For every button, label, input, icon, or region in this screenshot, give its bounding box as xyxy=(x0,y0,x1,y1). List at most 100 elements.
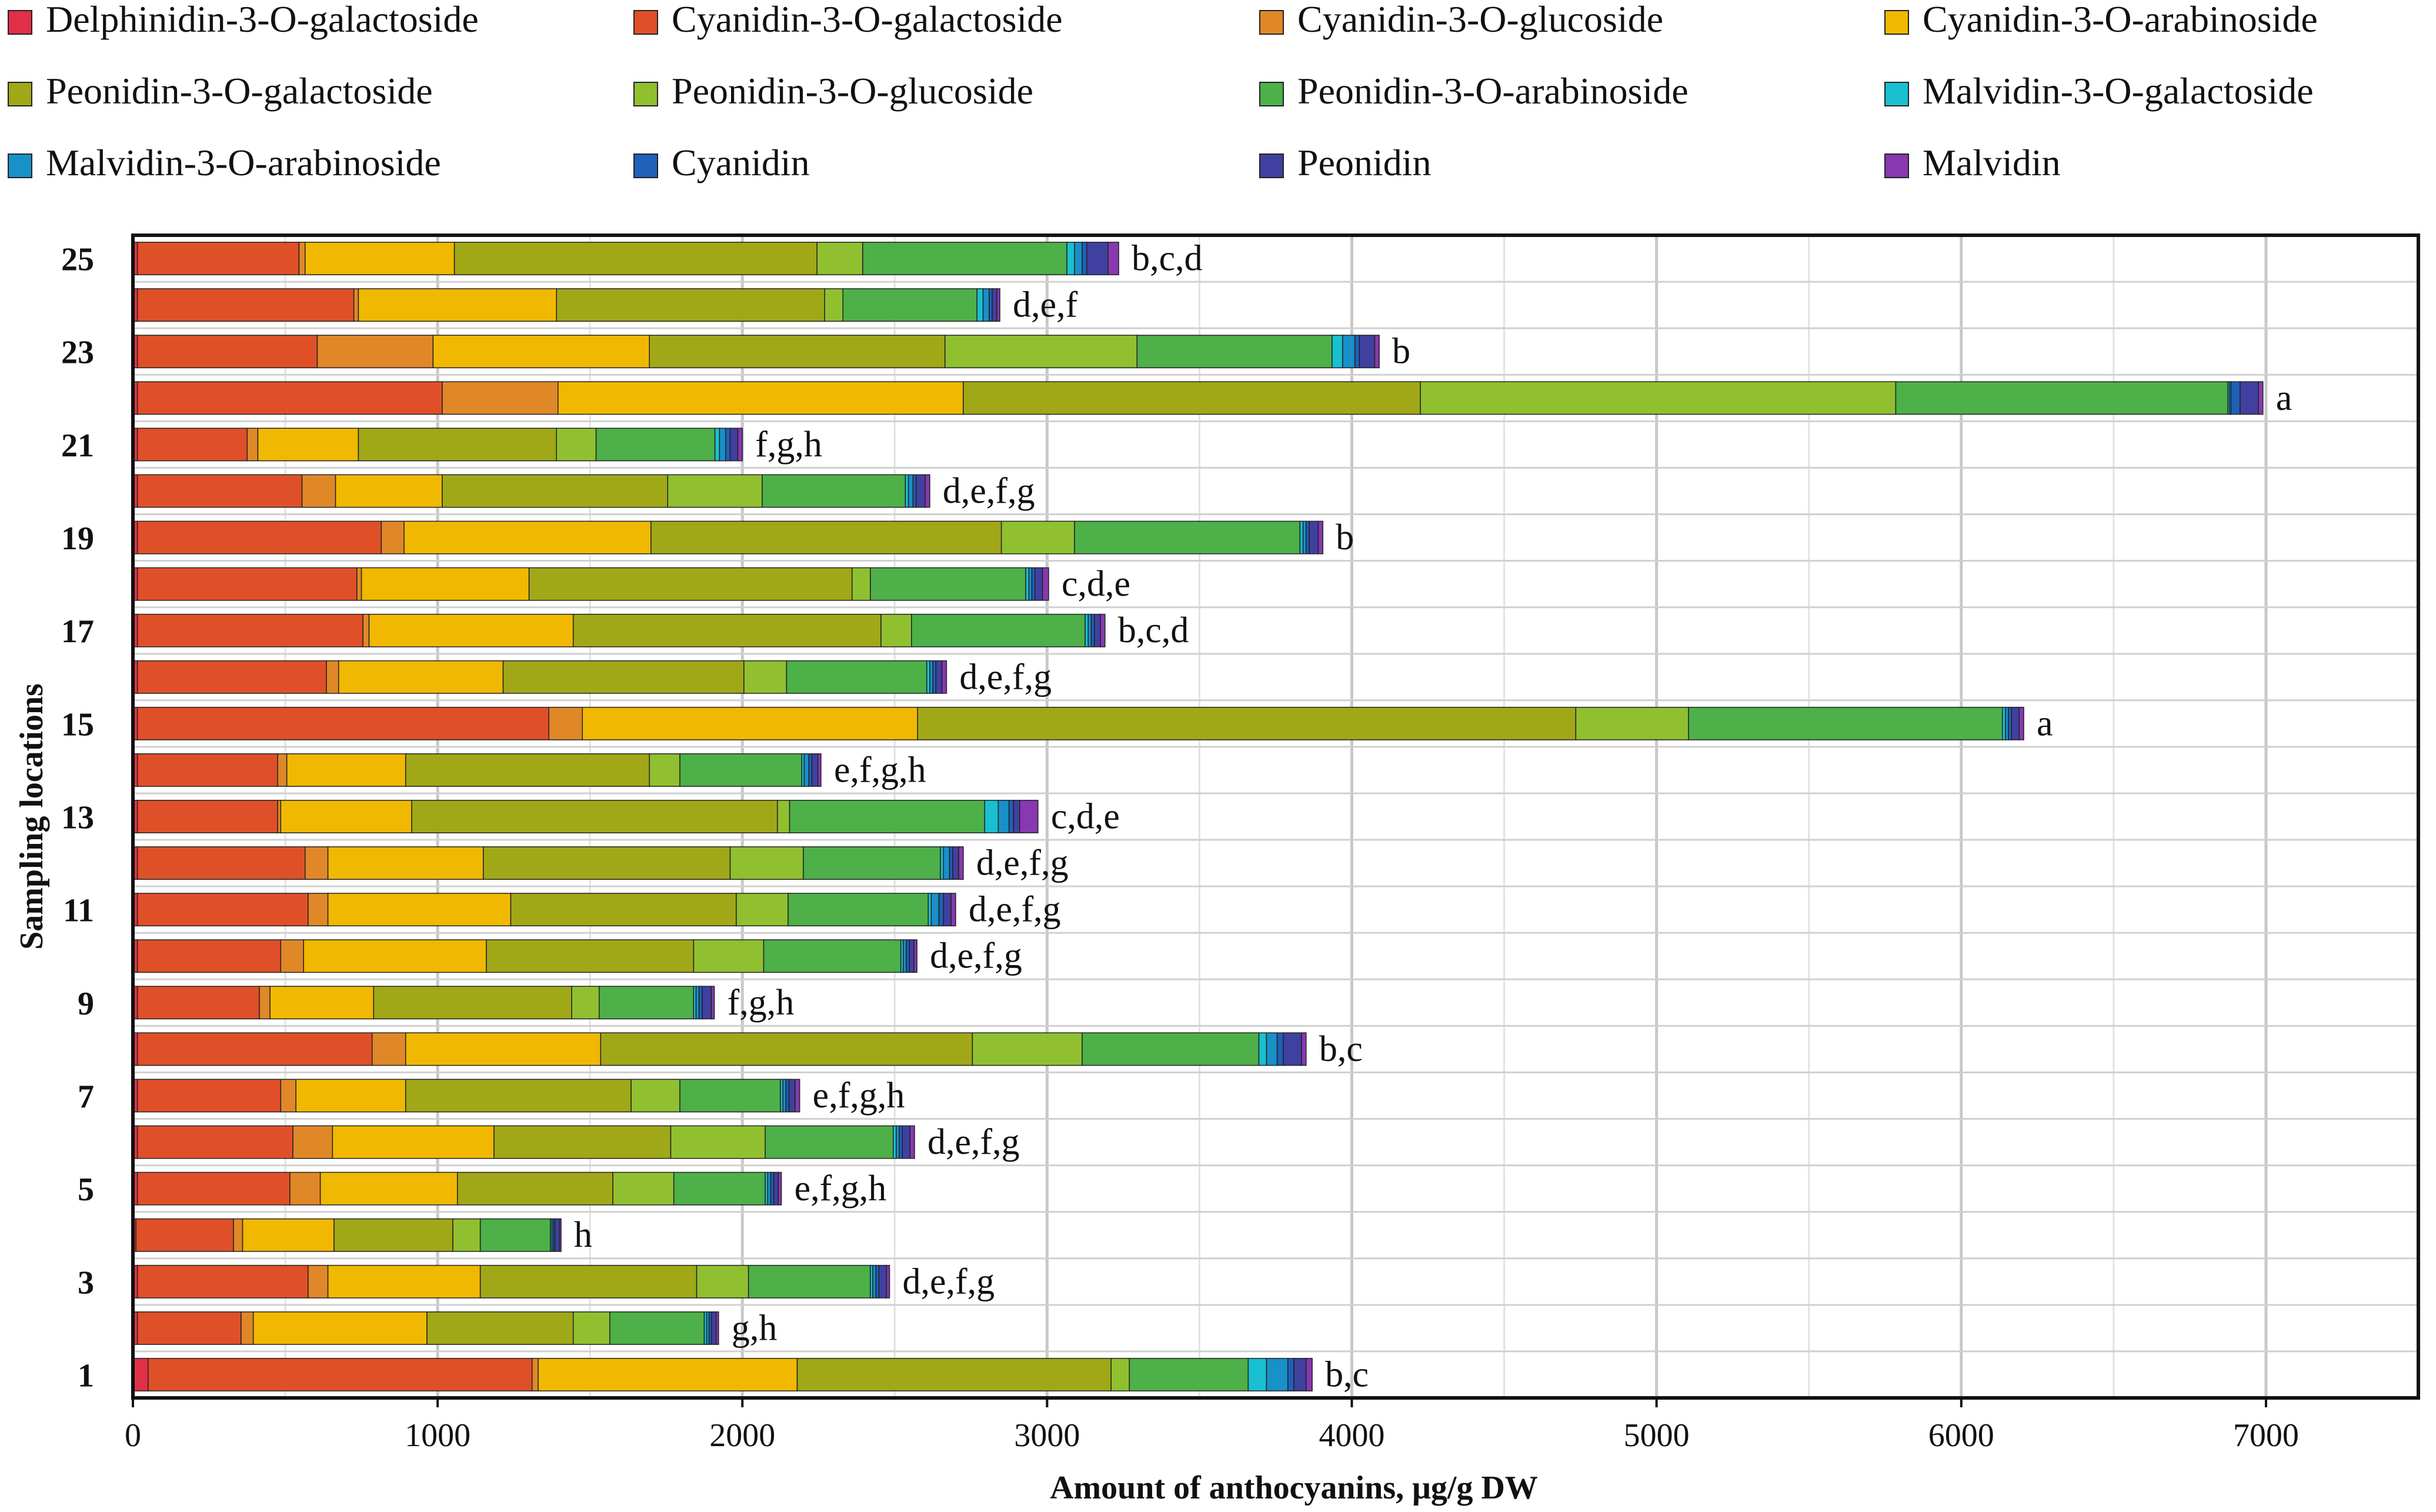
significance-label-loc-5: e,f,g,h xyxy=(795,1169,887,1209)
x-axis-ticks: 0 1000 2000 3000 4000 5000 6000 7000 xyxy=(125,1398,2299,1454)
segment-cyanidin-3-o-glucoside-loc-22 xyxy=(442,381,559,415)
segment-cyanidin-3-o-galactoside-loc-22 xyxy=(137,381,443,415)
segment-peonidin-3-o-galactoside-loc-22 xyxy=(963,381,1421,415)
segment-peonidin-loc-13 xyxy=(1013,800,1020,833)
segment-peonidin-3-o-galactoside-loc-23 xyxy=(649,335,946,369)
legend-item-cyanidin: Cyanidin xyxy=(633,142,810,183)
segment-malvidin-3-o-arabinoside-loc-16 xyxy=(929,660,933,694)
segment-malvidin-3-o-galactoside-loc-20 xyxy=(905,474,909,508)
segment-malvidin-3-o-arabinoside-loc-1 xyxy=(1266,1358,1289,1391)
segment-malvidin-3-o-arabinoside-loc-9 xyxy=(695,986,700,1020)
segment-cyanidin-3-o-galactoside-loc-4 xyxy=(135,1218,234,1252)
segment-peonidin-3-o-galactoside-loc-16 xyxy=(502,660,745,694)
segment-cyanidin-3-o-galactoside-loc-25 xyxy=(137,242,300,275)
segment-malvidin-loc-24 xyxy=(996,288,1000,322)
segment-peonidin-3-o-galactoside-loc-2 xyxy=(426,1311,574,1345)
segment-cyanidin-3-o-galactoside-loc-10 xyxy=(137,939,282,973)
significance-label-loc-17: b,c,d xyxy=(1118,610,1189,650)
segment-cyanidin-3-o-arabinoside-loc-17 xyxy=(368,613,574,647)
segment-cyanidin-loc-21 xyxy=(725,428,731,462)
bar-location-24 xyxy=(132,288,1000,322)
bar-location-4 xyxy=(132,1218,562,1252)
segment-peonidin-loc-5 xyxy=(773,1171,779,1206)
significance-label-loc-18: c,d,e xyxy=(1062,564,1130,604)
segment-peonidin-3-o-glucoside-loc-11 xyxy=(736,893,789,927)
segment-cyanidin-loc-19 xyxy=(1306,520,1310,555)
segment-cyanidin-3-o-galactoside-loc-11 xyxy=(137,893,309,927)
segment-peonidin-3-o-galactoside-loc-12 xyxy=(483,846,731,880)
legend-label: Cyanidin-3-O-galactoside xyxy=(672,0,1063,40)
significance-label-loc-19: b xyxy=(1336,518,1354,558)
segment-peonidin-3-o-glucoside-loc-18 xyxy=(852,567,871,601)
segment-malvidin-3-o-galactoside-loc-16 xyxy=(926,660,930,694)
segment-cyanidin-loc-11 xyxy=(938,893,944,927)
segment-cyanidin-3-o-galactoside-loc-20 xyxy=(137,474,303,508)
segment-cyanidin-3-o-arabinoside-loc-14 xyxy=(286,753,406,787)
segment-peonidin-3-o-arabinoside-loc-20 xyxy=(762,474,906,508)
segment-cyanidin-loc-17 xyxy=(1090,613,1095,647)
significance-labels: b,c g,h d,e,f,g h e,f,g,h d,e,f,g e,f,g,h b,c f,… xyxy=(574,239,2292,1395)
segment-malvidin-3-o-arabinoside-loc-3 xyxy=(872,1264,876,1299)
y-tick-label-11: 11 xyxy=(63,893,94,929)
segment-peonidin-3-o-galactoside-loc-5 xyxy=(457,1171,613,1206)
segment-peonidin-loc-15 xyxy=(2011,706,2020,740)
segment-peonidin-loc-10 xyxy=(909,939,915,973)
segment-peonidin-3-o-galactoside-loc-4 xyxy=(333,1218,453,1252)
y-tick-label-21: 21 xyxy=(61,428,94,464)
segment-peonidin-loc-16 xyxy=(935,660,943,694)
segment-malvidin-3-o-galactoside-loc-21 xyxy=(714,428,720,462)
legend-label: Malvidin xyxy=(1923,142,2061,183)
segment-cyanidin-3-o-glucoside-loc-20 xyxy=(301,474,336,508)
segment-peonidin-3-o-galactoside-loc-3 xyxy=(479,1264,698,1299)
bar-location-15 xyxy=(132,706,2024,740)
legend-item-cyanidin-3-o-arabinoside: Cyanidin-3-O-arabinoside xyxy=(1884,0,2318,40)
segment-peonidin-loc-7 xyxy=(788,1079,796,1113)
bar-location-9 xyxy=(132,986,715,1020)
bar-location-14 xyxy=(132,753,822,787)
segment-cyanidin-3-o-arabinoside-loc-20 xyxy=(335,474,443,508)
segment-cyanidin-loc-23 xyxy=(1354,335,1360,369)
segment-malvidin-loc-25 xyxy=(1107,242,1119,275)
segment-peonidin-3-o-arabinoside-loc-16 xyxy=(786,660,927,694)
segment-cyanidin-3-o-glucoside-loc-2 xyxy=(241,1311,254,1345)
segment-peonidin-3-o-arabinoside-loc-4 xyxy=(479,1218,551,1252)
legend-item-cyanidin-3-o-galactoside: Cyanidin-3-O-galactoside xyxy=(633,0,1063,40)
segment-malvidin-loc-10 xyxy=(913,939,917,973)
segment-cyanidin-3-o-arabinoside-loc-24 xyxy=(358,288,557,322)
segment-peonidin-3-o-arabinoside-loc-12 xyxy=(803,846,941,880)
legend-item-malvidin-3-o-arabinoside: Malvidin-3-O-arabinoside xyxy=(8,142,441,183)
segment-malvidin-3-o-arabinoside-loc-21 xyxy=(719,428,726,462)
legend-item-peonidin-3-o-arabinoside: Peonidin-3-O-arabinoside xyxy=(1259,70,1688,112)
segment-cyanidin-3-o-galactoside-loc-18 xyxy=(137,567,358,601)
segment-cyanidin-loc-7 xyxy=(785,1079,790,1113)
segment-cyanidin-loc-25 xyxy=(1082,242,1087,275)
segment-malvidin-loc-20 xyxy=(925,474,930,508)
segment-cyanidin-loc-13 xyxy=(1008,800,1015,833)
plot-frame xyxy=(131,233,2420,1400)
segment-cyanidin-3-o-arabinoside-loc-10 xyxy=(303,939,487,973)
segment-cyanidin-3-o-glucoside-loc-23 xyxy=(316,335,434,369)
segment-peonidin-loc-14 xyxy=(811,753,819,787)
segment-malvidin-3-o-arabinoside-loc-14 xyxy=(803,753,809,787)
segment-peonidin-loc-2 xyxy=(711,1311,717,1345)
segment-cyanidin-3-o-glucoside-loc-19 xyxy=(381,520,405,555)
segment-cyanidin-3-o-galactoside-loc-9 xyxy=(137,986,260,1020)
bar-location-19 xyxy=(132,520,1324,555)
bar-location-22 xyxy=(132,381,2264,415)
bar-location-3 xyxy=(132,1264,890,1299)
legend-label: Peonidin-3-O-galactoside xyxy=(46,70,433,112)
segment-malvidin-3-o-arabinoside-loc-25 xyxy=(1074,242,1083,275)
bar-location-25 xyxy=(132,242,1119,275)
x-tick-label-4000: 4000 xyxy=(1319,1417,1385,1454)
significance-label-loc-6: d,e,f,g xyxy=(927,1122,1020,1162)
segment-cyanidin-3-o-glucoside-loc-6 xyxy=(292,1125,333,1159)
segment-cyanidin-3-o-galactoside-loc-21 xyxy=(137,428,248,462)
segment-cyanidin-loc-22 xyxy=(2230,381,2241,415)
segment-cyanidin-loc-9 xyxy=(698,986,703,1020)
x-tick-label-7000: 7000 xyxy=(2233,1417,2299,1454)
segment-cyanidin-3-o-arabinoside-loc-9 xyxy=(269,986,375,1020)
segment-cyanidin-3-o-arabinoside-loc-15 xyxy=(582,706,918,740)
segment-peonidin-3-o-arabinoside-loc-5 xyxy=(673,1171,766,1206)
bar-location-13 xyxy=(132,800,1039,833)
